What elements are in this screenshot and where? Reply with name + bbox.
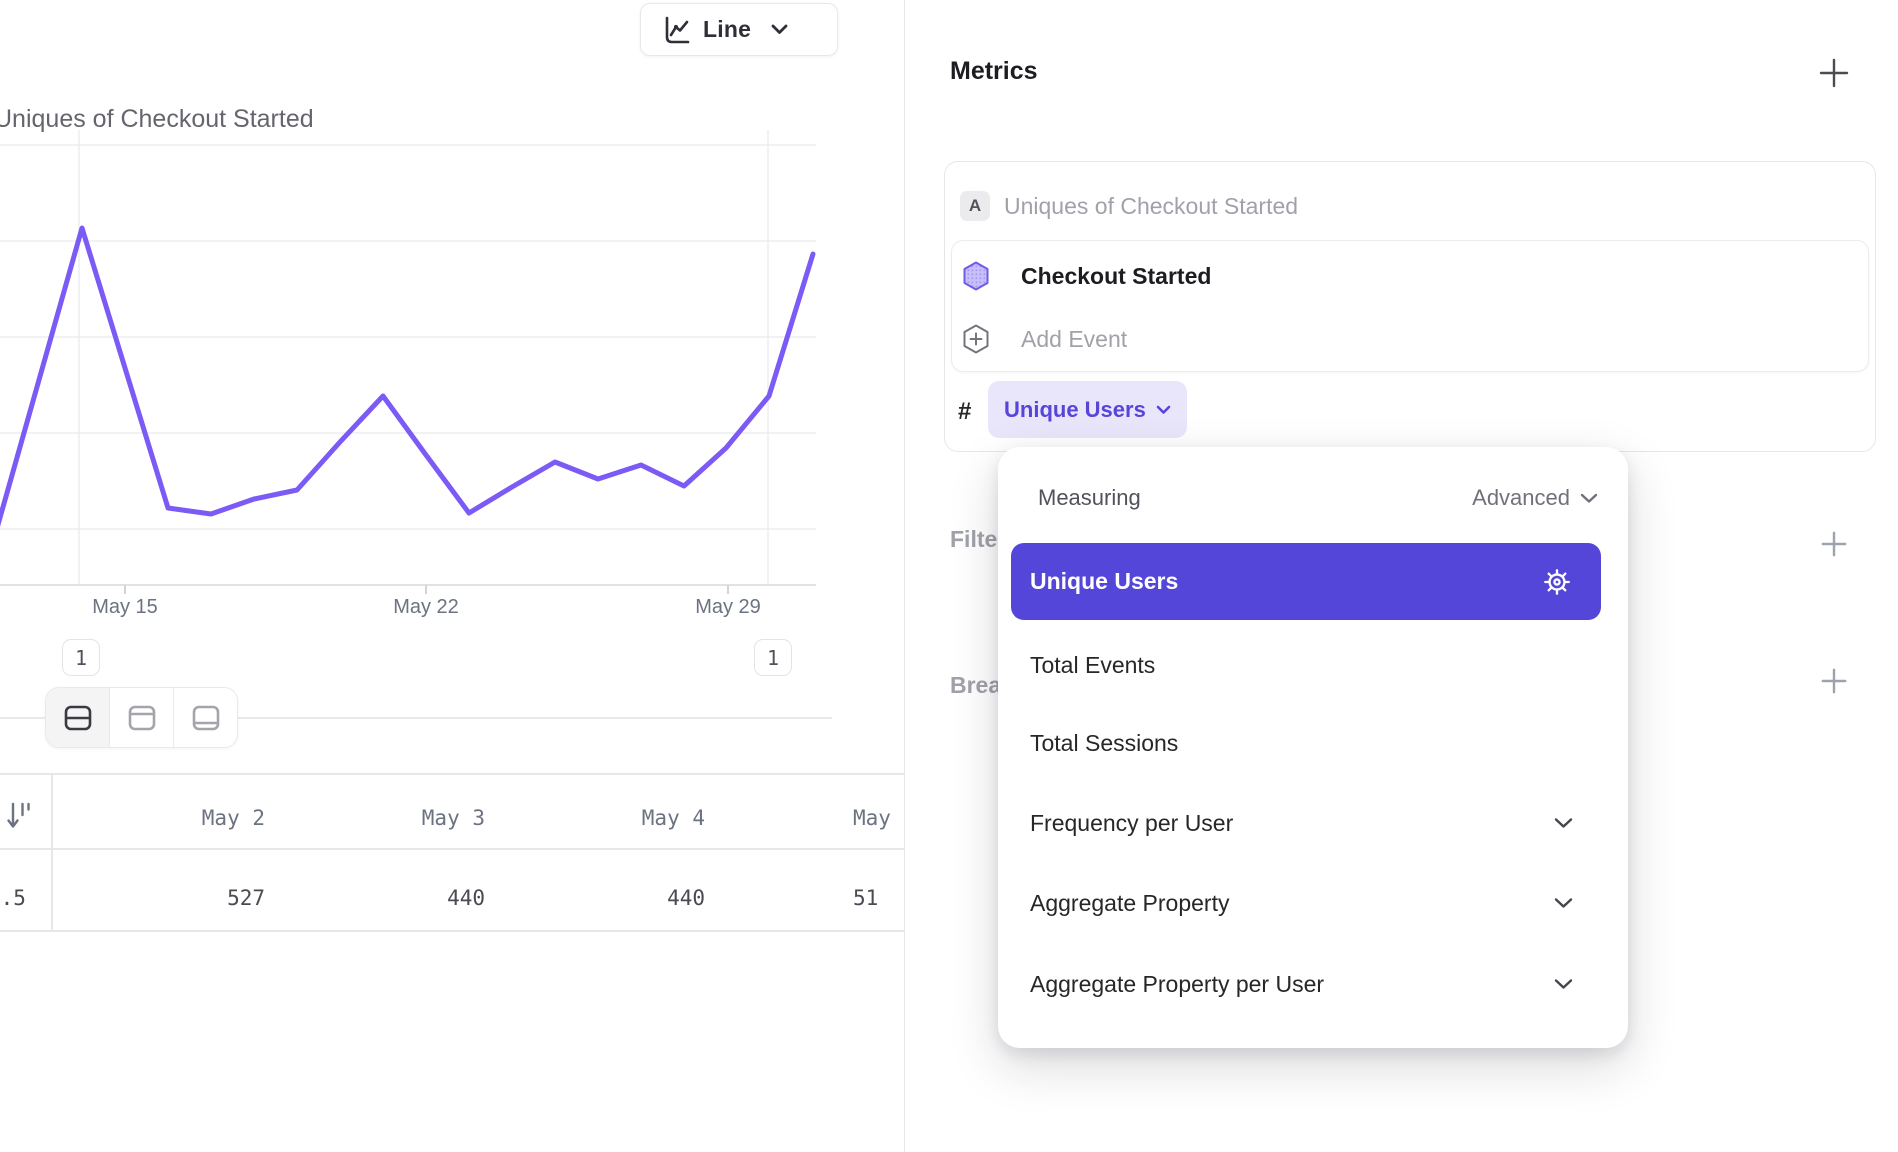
event-name: Checkout Started <box>1021 262 1212 289</box>
add-filter-button[interactable] <box>1814 524 1854 564</box>
x-axis-tick-label: May 15 <box>92 596 158 618</box>
divider <box>237 717 832 719</box>
table-column-header[interactable]: May 2 <box>201 806 265 830</box>
dropdown-item-total-sessions[interactable]: Total Sessions <box>1011 714 1601 772</box>
layout-chart-only-button[interactable] <box>109 688 173 747</box>
dropdown-item-total-events[interactable]: Total Events <box>1011 636 1601 694</box>
table-cell: 51 <box>853 886 879 910</box>
chevron-down-icon <box>1554 817 1573 829</box>
table-border <box>0 848 904 850</box>
dropdown-item-frequency-per-user[interactable]: Frequency per User <box>1011 794 1601 852</box>
metric-title[interactable]: Uniques of Checkout Started <box>1004 193 1299 219</box>
table-cell: 440 <box>667 886 705 910</box>
table-column-header[interactable]: May 3 <box>421 806 485 830</box>
chevron-down-icon <box>1580 493 1598 504</box>
dropdown-selected-label: Unique Users <box>1030 568 1179 594</box>
sort-descending-icon[interactable] <box>5 800 32 836</box>
annotation-marker[interactable]: 1 <box>62 639 100 676</box>
chevron-down-icon <box>1554 978 1573 990</box>
layout-table-only-button[interactable] <box>173 688 237 747</box>
metric-letter-badge: A <box>960 191 990 221</box>
annotation-marker[interactable]: 1 <box>754 639 792 676</box>
measure-selector[interactable]: Unique Users <box>988 381 1187 438</box>
table-row-label: 0.5 <box>0 886 26 910</box>
measuring-dropdown: Measuring Advanced Unique Users <box>998 447 1628 1048</box>
dropdown-item-label: Aggregate Property <box>1030 889 1230 916</box>
layout-toggle-group <box>45 687 238 748</box>
dropdown-item-label: Total Sessions <box>1030 729 1179 756</box>
trend-line <box>0 225 816 527</box>
table-cell: 527 <box>227 886 265 910</box>
chevron-down-icon <box>1554 897 1573 909</box>
add-event-row[interactable]: Add Event <box>951 309 1869 369</box>
plus-icon <box>1820 530 1848 558</box>
layout-split-button[interactable] <box>46 688 109 747</box>
event-card <box>951 240 1869 372</box>
event-hexagon-icon <box>963 261 989 291</box>
advanced-label: Advanced <box>1472 485 1570 510</box>
event-row[interactable]: Checkout Started <box>951 246 1869 306</box>
chart-title: Uniques of Checkout Started <box>0 105 314 133</box>
table-border <box>0 930 904 932</box>
table-cell: 440 <box>447 886 485 910</box>
table-border <box>0 773 904 775</box>
add-event-label: Add Event <box>1021 325 1128 352</box>
add-breakdown-button[interactable] <box>1814 661 1854 701</box>
dropdown-header-label: Measuring <box>1038 485 1141 510</box>
add-event-hexagon-icon <box>963 324 989 354</box>
line-chart-icon <box>661 15 691 45</box>
chevron-down-icon <box>771 24 788 35</box>
metrics-section-title: Metrics <box>950 57 1038 85</box>
gear-icon[interactable] <box>1541 566 1573 598</box>
divider <box>0 717 45 719</box>
dropdown-item-label: Frequency per User <box>1030 809 1234 836</box>
chart-panel: Line Uniques of Checkout Started May 15 … <box>0 0 905 1152</box>
table-column-header[interactable]: May <box>853 806 891 830</box>
chart-type-label: Line <box>703 16 752 42</box>
plus-icon <box>1820 667 1848 695</box>
split-view-icon <box>63 704 93 732</box>
advanced-mode-toggle[interactable]: Advanced <box>1472 485 1598 511</box>
dropdown-item-aggregate-property[interactable]: Aggregate Property <box>1011 874 1601 932</box>
dropdown-item-aggregate-property-per-user[interactable]: Aggregate Property per User <box>1011 955 1601 1013</box>
chart-type-button[interactable]: Line <box>640 3 838 56</box>
dropdown-item-label: Total Events <box>1030 651 1156 678</box>
add-metric-button[interactable] <box>1814 53 1854 93</box>
trend-chart[interactable] <box>0 130 905 630</box>
table-column-divider <box>51 773 53 930</box>
dropdown-item-selected[interactable]: Unique Users <box>1011 543 1601 620</box>
x-axis-tick-label: May 29 <box>695 596 761 618</box>
measure-value: Unique Users <box>1004 396 1146 422</box>
x-axis-tick-label: May 22 <box>393 596 459 618</box>
chevron-down-icon <box>1156 405 1171 415</box>
top-bar-view-icon <box>127 704 157 732</box>
measure-hash-prefix: # <box>958 398 972 425</box>
dropdown-item-label: Aggregate Property per User <box>1030 970 1325 997</box>
table-column-header[interactable]: May 4 <box>641 806 705 830</box>
bottom-bar-view-icon <box>191 704 221 732</box>
plus-icon <box>1819 58 1849 88</box>
